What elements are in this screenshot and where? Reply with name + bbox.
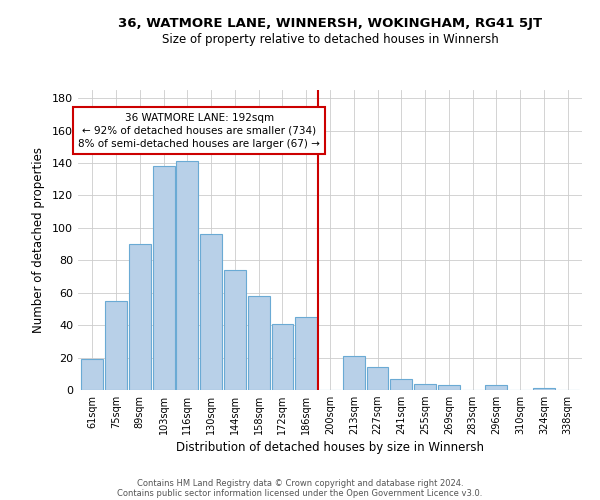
Bar bbox=[176, 162, 198, 390]
Bar bbox=[367, 368, 388, 390]
X-axis label: Distribution of detached houses by size in Winnersh: Distribution of detached houses by size … bbox=[176, 442, 484, 454]
Text: Contains HM Land Registry data © Crown copyright and database right 2024.: Contains HM Land Registry data © Crown c… bbox=[137, 478, 463, 488]
Bar bbox=[438, 385, 460, 390]
Text: 36, WATMORE LANE, WINNERSH, WOKINGHAM, RG41 5JT: 36, WATMORE LANE, WINNERSH, WOKINGHAM, R… bbox=[118, 18, 542, 30]
Bar bbox=[152, 166, 175, 390]
Bar bbox=[200, 234, 222, 390]
Bar bbox=[414, 384, 436, 390]
Bar bbox=[343, 356, 365, 390]
Bar bbox=[129, 244, 151, 390]
Bar bbox=[224, 270, 246, 390]
Bar bbox=[272, 324, 293, 390]
Bar bbox=[82, 359, 103, 390]
Text: 36 WATMORE LANE: 192sqm
← 92% of detached houses are smaller (734)
8% of semi-de: 36 WATMORE LANE: 192sqm ← 92% of detache… bbox=[79, 112, 320, 149]
Bar bbox=[105, 301, 127, 390]
Bar bbox=[295, 317, 317, 390]
Text: Contains public sector information licensed under the Open Government Licence v3: Contains public sector information licen… bbox=[118, 488, 482, 498]
Bar bbox=[248, 296, 269, 390]
Text: Size of property relative to detached houses in Winnersh: Size of property relative to detached ho… bbox=[161, 32, 499, 46]
Bar bbox=[485, 385, 508, 390]
Bar bbox=[533, 388, 555, 390]
Bar bbox=[391, 378, 412, 390]
Y-axis label: Number of detached properties: Number of detached properties bbox=[32, 147, 45, 333]
